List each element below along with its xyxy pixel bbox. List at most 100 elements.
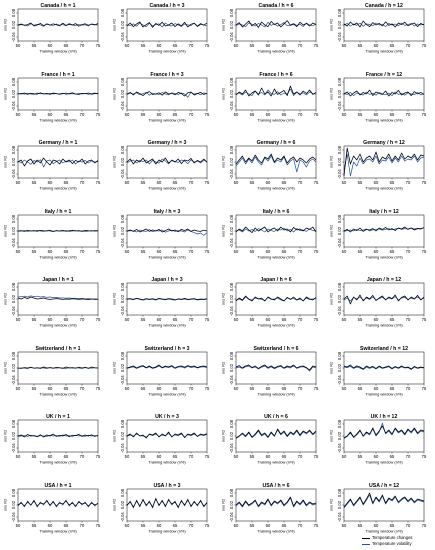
x-axis-label: Training window (n%) [148,49,186,54]
chart-title: Japan / h = 12 [367,277,401,283]
y-axis-label: oos R2 [3,19,8,31]
series-line-temperature-changes [17,229,99,232]
y-axis-label: oos R2 [3,224,8,236]
chart-panel: USA / h = 12 -0.04 0.02 0.08 oos R2 50 55 60 65 7… [326,482,435,550]
y-tick-label: 0.02 [11,226,16,235]
series-line-temperature-volatility [235,88,316,96]
y-tick-label: 0.08 [337,419,342,428]
y-tick-label: -0.04 [11,32,16,42]
y-tick-label: -0.04 [11,306,16,316]
y-tick-label: -0.04 [120,169,125,179]
x-tick-label: 65 [172,317,177,322]
chart-title: Italy / h = 3 [153,209,180,215]
y-tick-label: 0.08 [337,214,342,223]
y-axis-label: oos R2 [111,19,116,31]
x-tick-label: 75 [204,180,209,185]
plot-frame [235,214,316,247]
y-tick-label: 0.08 [229,282,234,291]
x-tick-label: 65 [281,249,286,254]
legend-label-temperature-changes: Temperature changes [372,535,413,540]
series-line-temperature-changes [344,226,425,232]
x-tick-label: 55 [140,43,145,48]
series-line-temperature-changes [235,295,316,302]
series-line-temperature-changes [235,226,316,233]
legend-swatch-temperature-changes [362,538,370,540]
x-tick-label: 65 [172,523,177,528]
series-line-temperature-changes [344,425,425,439]
x-axis-label: Training window (n%) [366,254,404,259]
series-line-temperature-volatility [126,91,207,98]
y-tick-label: 0.02 [229,20,234,29]
chart-svg: Germany / h = 3 -0.04 0.02 0.08 oos R2 50 55 60… [111,140,209,191]
series-line-temperature-changes [17,500,99,506]
x-tick-label: 60 [156,249,161,254]
x-tick-label: 55 [140,523,145,528]
series-line-temperature-changes [343,492,425,507]
series-line-temperature-volatility [126,298,207,301]
y-tick-label: 0.02 [11,89,16,98]
y-tick-label: 0.02 [337,89,342,98]
chart-panel: Canada / h = 6 -0.04 0.02 0.08 oos R2 50 55 60 6… [218,2,327,71]
chart-panel: Canada / h = 1 -0.04 0.02 0.08 oos R2 50 55 60 6… [0,2,109,71]
x-tick-label: 65 [64,249,69,254]
y-tick-label: 0.08 [337,488,342,497]
x-tick-label: 75 [313,523,318,528]
x-tick-label: 60 [374,112,379,117]
x-tick-label: 50 [233,386,238,391]
series-line-temperature-changes [17,366,99,369]
x-tick-label: 75 [204,523,209,528]
chart-panel: France / h = 12 -0.04 0.02 0.08 oos R2 50 55 60… [326,71,435,140]
x-tick-label: 60 [374,180,379,185]
x-tick-label: 75 [204,249,209,254]
chart-panel: Italy / h = 6 -0.04 0.02 0.08 oos R2 50 55 60 65… [218,208,327,277]
y-tick-label: -0.04 [11,169,16,179]
series-line-temperature-volatility [343,153,425,177]
x-tick-label: 55 [140,249,145,254]
series-line-temperature-volatility [17,159,99,168]
series-line-temperature-volatility [126,228,207,236]
x-tick-label: 70 [406,386,411,391]
series-line-temperature-volatility [235,365,316,371]
x-tick-label: 60 [156,317,161,322]
x-tick-label: 70 [188,249,193,254]
y-tick-label: 0.08 [229,488,234,497]
x-tick-label: 65 [390,454,395,459]
x-tick-label: 60 [374,454,379,459]
y-tick-label: 0.02 [229,89,234,98]
y-tick-label: 0.08 [120,488,125,497]
x-tick-label: 55 [249,523,254,528]
x-tick-label: 75 [96,112,101,117]
chart-title: France / h = 6 [259,72,292,78]
y-tick-label: 0.08 [11,282,16,291]
y-tick-label: 0.08 [229,214,234,223]
x-tick-label: 65 [390,317,395,322]
x-axis-label: Training window (n%) [257,323,295,328]
legend-item-temperature-changes: Temperature changes [362,535,432,541]
chart-panel: Japan / h = 1 -0.04 0.02 0.08 oos R2 50 55 60 65… [0,276,109,345]
x-tick-label: 50 [124,43,129,48]
x-tick-label: 65 [390,523,395,528]
y-axis-label: oos R2 [329,293,334,305]
x-axis-label: Training window (n%) [148,323,186,328]
y-tick-label: 0.02 [11,431,16,440]
x-tick-label: 70 [297,249,302,254]
x-tick-label: 75 [422,180,427,185]
x-tick-label: 55 [249,112,254,117]
chart-title: UK / h = 1 [46,414,70,420]
plot-frame [126,419,207,453]
y-tick-label: 0.02 [11,20,16,29]
x-tick-label: 50 [16,112,21,117]
x-axis-label: Training window (n%) [257,186,295,191]
x-tick-label: 50 [16,249,21,254]
y-tick-label: 0.02 [337,226,342,235]
x-tick-label: 50 [124,386,129,391]
y-tick-label: 0.02 [337,294,342,303]
x-tick-label: 75 [96,454,101,459]
series-line-temperature-volatility [17,295,99,300]
y-tick-label: -0.04 [337,237,342,247]
